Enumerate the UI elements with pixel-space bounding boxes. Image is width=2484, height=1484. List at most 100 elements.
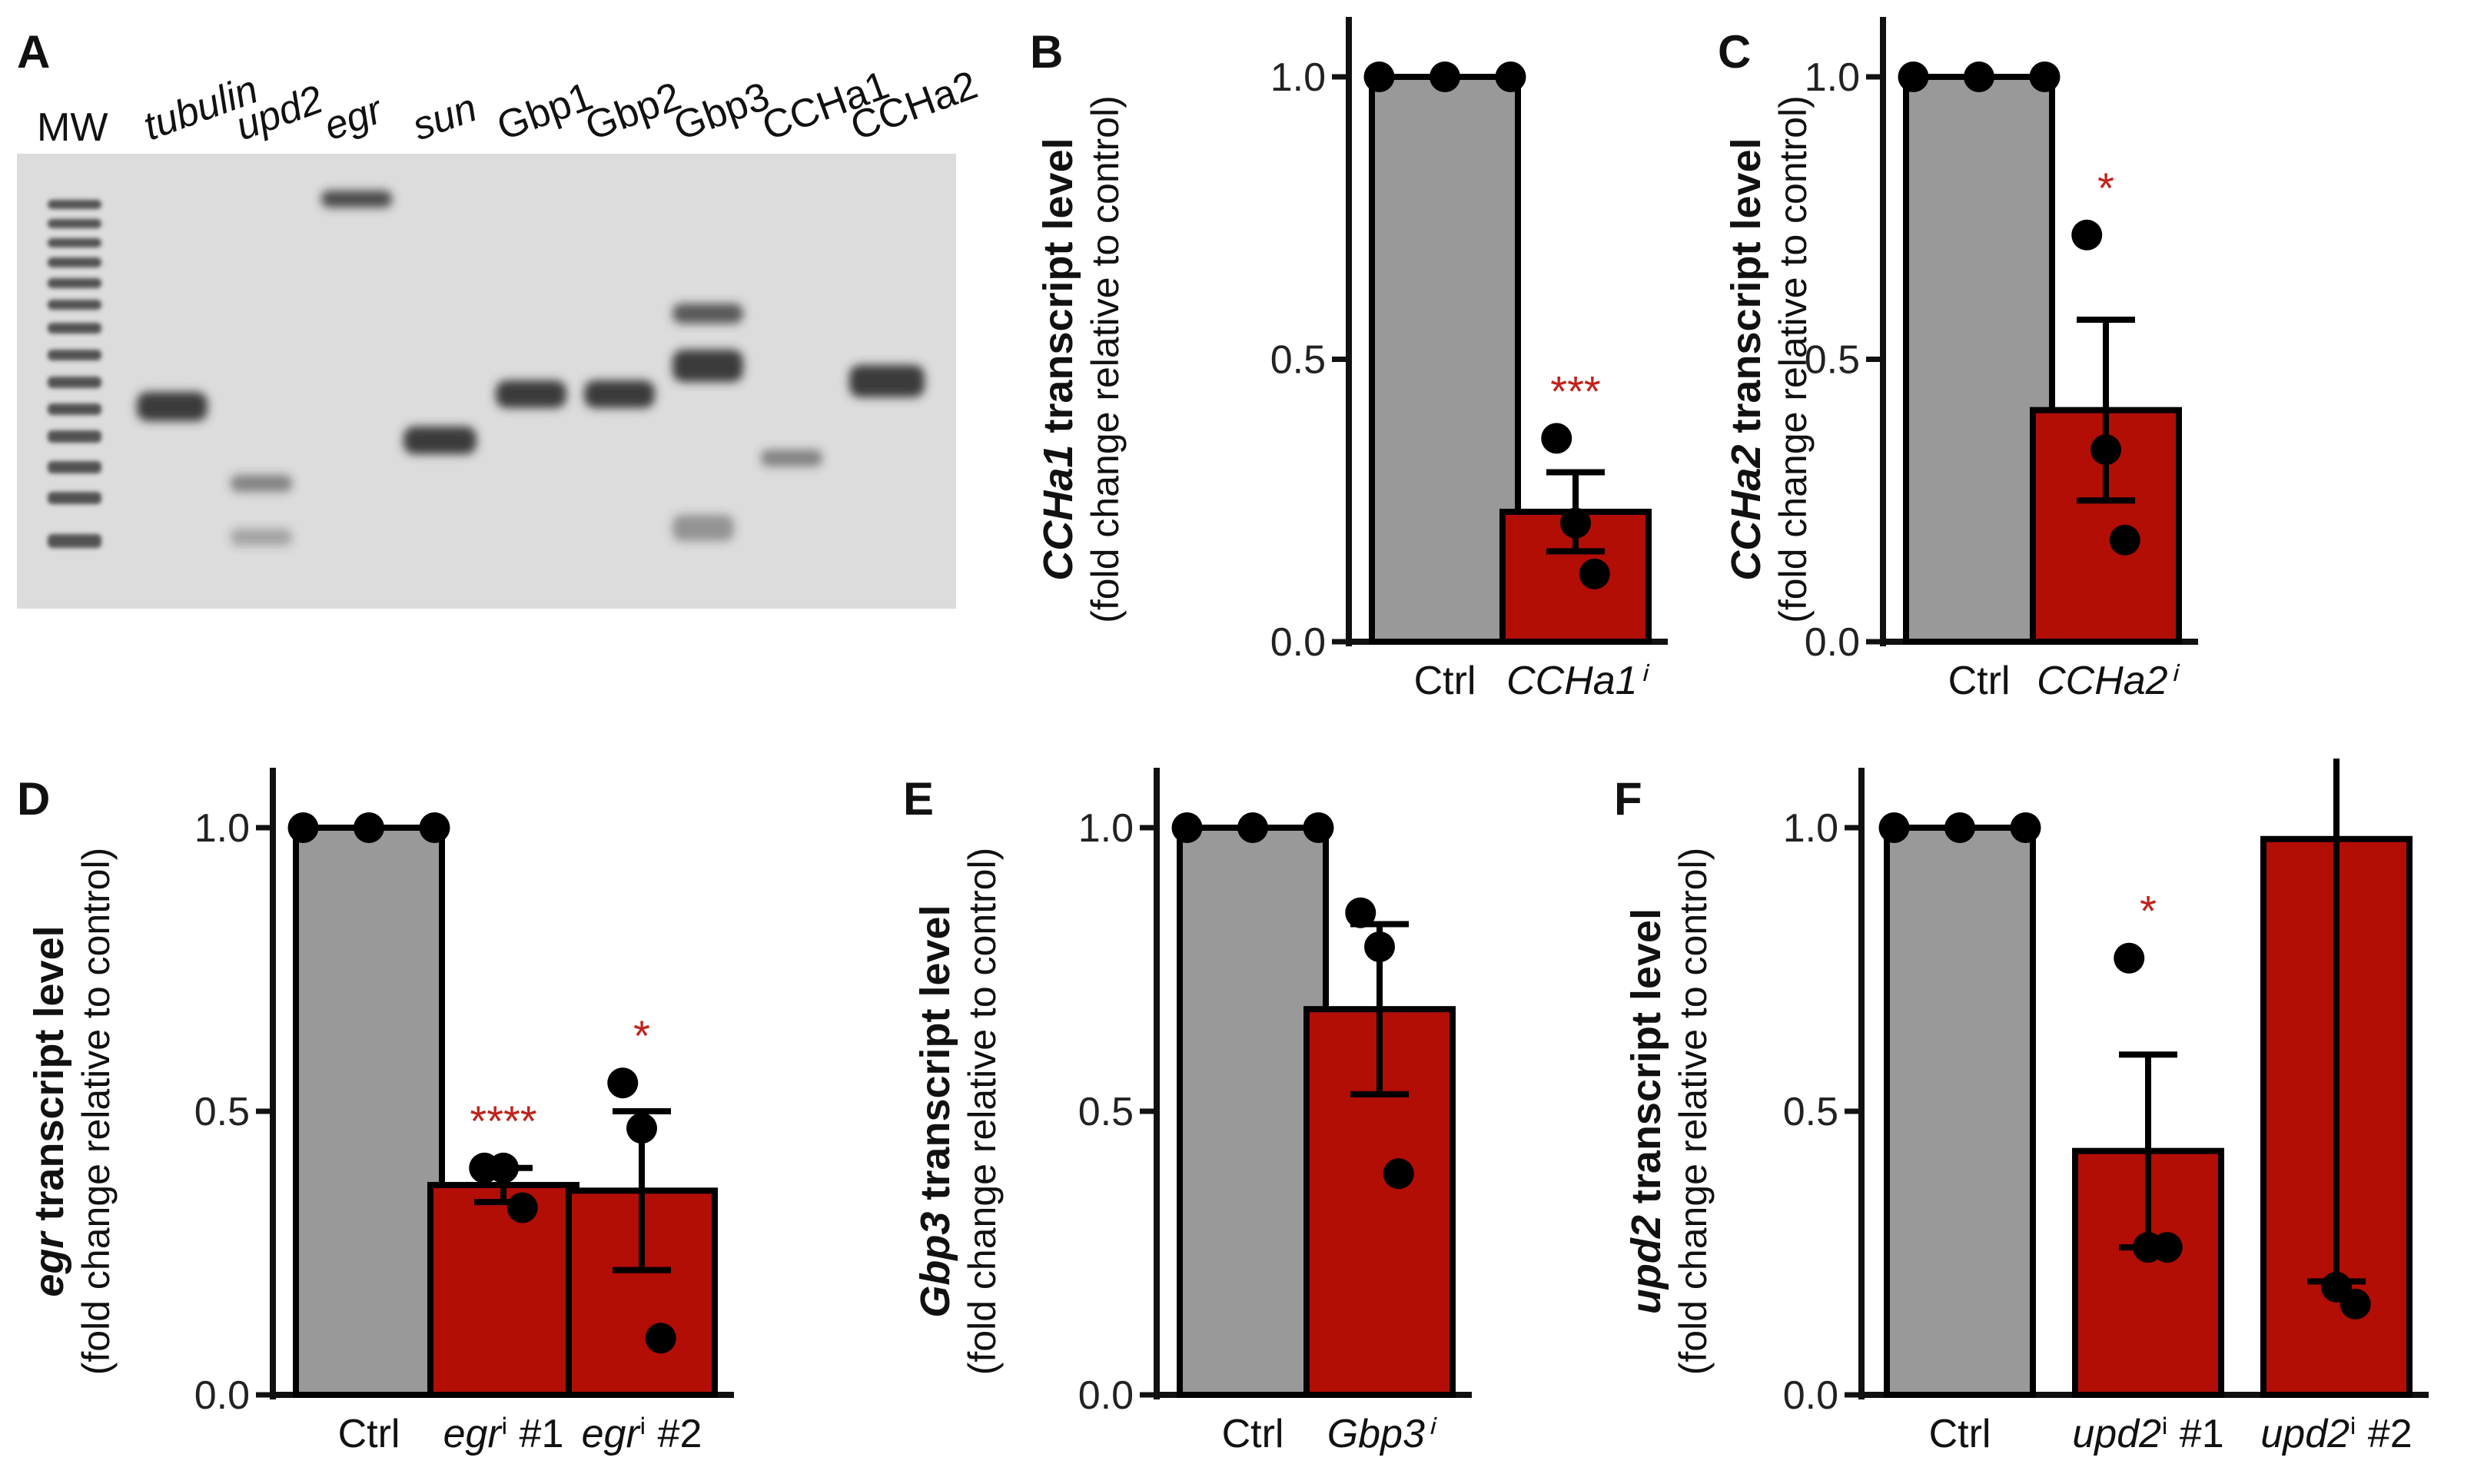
panel-label-f: F bbox=[1614, 773, 1642, 825]
data-point bbox=[287, 812, 319, 843]
data-point bbox=[2090, 434, 2121, 466]
data-point bbox=[1579, 558, 1610, 589]
y-axis-title: CCHa1 transcript level bbox=[1035, 138, 1081, 580]
y-axis-subtitle: (fold change relative to control) bbox=[1672, 848, 1715, 1375]
y-axis-gene: Gbp3 bbox=[912, 1212, 958, 1318]
y-axis-gene: CCHa2 bbox=[1723, 445, 1769, 581]
data-point bbox=[2071, 219, 2103, 251]
y-tick-label: 1.0 bbox=[1783, 806, 1838, 851]
significance-marker: *** bbox=[1550, 367, 1600, 415]
data-point bbox=[1363, 61, 1395, 92]
y-axis-main: transcript level bbox=[1623, 908, 1669, 1215]
y-axis-gene: upd2 bbox=[1623, 1215, 1669, 1314]
y-axis-title: upd2 transcript level bbox=[1623, 908, 1669, 1314]
y-axis-subtitle: (fold change relative to control) bbox=[961, 848, 1004, 1375]
data-point bbox=[1364, 931, 1395, 962]
data-point bbox=[2340, 1288, 2371, 1320]
data-point bbox=[419, 812, 450, 843]
panel-label-a: A bbox=[17, 26, 50, 78]
y-tick-label: 0.0 bbox=[1805, 620, 1860, 665]
data-point bbox=[2114, 942, 2145, 974]
significance-marker: * bbox=[2140, 887, 2157, 935]
significance-marker: * bbox=[633, 1011, 650, 1060]
category-label: Ctrl bbox=[1414, 659, 1476, 703]
data-point bbox=[607, 1067, 639, 1099]
bar-ctrl-0 bbox=[1369, 74, 1521, 645]
data-point bbox=[1171, 812, 1203, 843]
y-tick-label: 0.0 bbox=[1783, 1373, 1838, 1418]
y-tick-label: 0.0 bbox=[1270, 620, 1326, 665]
y-axis-title: CCHa2 transcript level bbox=[1723, 138, 1769, 580]
y-tick-label: 1.0 bbox=[1805, 55, 1860, 100]
y-axis-label: upd2 transcript level (fold change relati… bbox=[1623, 848, 1715, 1375]
y-tick-label: 0.0 bbox=[1078, 1373, 1134, 1418]
data-point bbox=[1495, 61, 1526, 92]
data-point bbox=[506, 1192, 538, 1223]
data-point bbox=[1964, 61, 1994, 92]
data-point bbox=[1237, 812, 1268, 843]
data-point bbox=[354, 812, 384, 843]
y-axis-gene: CCHa1 bbox=[1035, 445, 1081, 581]
y-axis-subtitle: (fold change relative to control) bbox=[1084, 95, 1127, 622]
data-point bbox=[1878, 812, 1910, 843]
data-point bbox=[1944, 812, 1975, 843]
significance-marker: **** bbox=[470, 1097, 536, 1145]
y-tick-label: 0.5 bbox=[1783, 1090, 1838, 1134]
y-axis-label: CCHa1 transcript level (fold change relat… bbox=[1035, 95, 1127, 622]
y-tick-label: 0.5 bbox=[1078, 1090, 1134, 1134]
y-axis-label: egr transcript level (fold change relativ… bbox=[26, 848, 118, 1375]
data-point bbox=[1560, 507, 1591, 539]
bar-egr-1 bbox=[427, 1181, 579, 1398]
y-axis-title: egr transcript level bbox=[26, 925, 72, 1296]
bar-ctrl-0 bbox=[1903, 74, 2055, 645]
y-tick-label: 0.5 bbox=[194, 1090, 250, 1134]
y-tick-label: 1.0 bbox=[1270, 55, 1326, 100]
category-label: egrⁱ #2 bbox=[582, 1412, 702, 1456]
panel-label-b: B bbox=[1030, 26, 1063, 78]
y-tick-label: 0.5 bbox=[1270, 338, 1326, 383]
y-tick-label: 1.0 bbox=[1078, 806, 1134, 851]
data-point bbox=[2151, 1232, 2183, 1263]
category-label: CCHa2ⁱ bbox=[2037, 659, 2180, 703]
category-label: upd2ⁱ #1 bbox=[2072, 1412, 2223, 1456]
y-axis-gene: egr bbox=[26, 1230, 72, 1297]
category-label: Ctrl bbox=[1222, 1412, 1284, 1456]
gel-bands bbox=[48, 191, 925, 548]
category-label: Ctrl bbox=[1929, 1412, 1991, 1456]
bar-ctrl-0 bbox=[1884, 825, 2036, 1398]
significance-marker: * bbox=[2097, 164, 2114, 212]
data-point bbox=[645, 1323, 676, 1354]
y-axis-subtitle: (fold change relative to control) bbox=[75, 848, 118, 1375]
y-axis-main: transcript level bbox=[912, 905, 958, 1211]
y-tick-label: 1.0 bbox=[194, 806, 250, 851]
y-axis-label: Gbp3 transcript level (fold change relati… bbox=[912, 848, 1004, 1375]
y-tick-label: 0.0 bbox=[194, 1373, 250, 1418]
category-label: Ctrl bbox=[338, 1412, 400, 1456]
panel-label-e: E bbox=[903, 773, 934, 825]
y-axis-title: Gbp3 transcript level bbox=[912, 905, 958, 1317]
panel-label-d: D bbox=[17, 773, 50, 825]
data-point bbox=[626, 1113, 657, 1144]
data-point bbox=[2109, 524, 2140, 556]
panel-label-c: C bbox=[1718, 26, 1751, 78]
category-label: egrⁱ #1 bbox=[443, 1412, 564, 1456]
data-point bbox=[1303, 812, 1334, 843]
y-tick-label: 0.5 bbox=[1805, 338, 1860, 383]
y-axis-main: transcript level bbox=[26, 925, 72, 1232]
y-axis-main: transcript level bbox=[1035, 138, 1081, 444]
data-point bbox=[2029, 61, 2061, 92]
lane-label-mw: MW bbox=[37, 105, 108, 150]
y-axis-subtitle: (fold change relative to control) bbox=[1772, 95, 1815, 622]
data-point bbox=[1345, 897, 1376, 928]
data-point bbox=[2010, 812, 2041, 843]
data-point bbox=[488, 1152, 519, 1184]
category-label: Ctrl bbox=[1948, 659, 2011, 703]
data-point bbox=[1898, 61, 1929, 92]
y-axis-main: transcript level bbox=[1723, 138, 1769, 444]
